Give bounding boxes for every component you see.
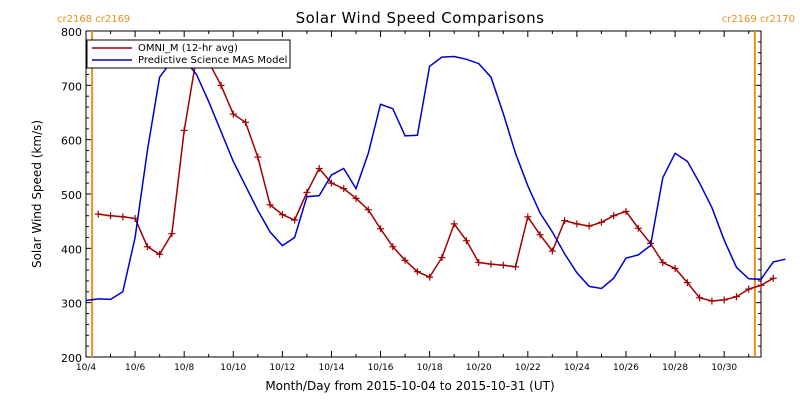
data-point [585, 222, 593, 230]
x-tick-label: 10/20 [466, 363, 492, 373]
data-point [462, 237, 470, 245]
x-tick-label: 10/4 [76, 363, 96, 373]
legend: OMNI_M (12-hr avg) Predictive Science MA… [86, 39, 291, 69]
data-point [720, 296, 728, 304]
data-point [671, 264, 679, 272]
data-point [107, 212, 115, 220]
y-tick-label: 300 [61, 298, 82, 311]
data-point [377, 225, 385, 233]
x-tick-label: 10/30 [711, 363, 737, 373]
y-axis: 200 300 400 500 600 700 800 [61, 26, 761, 365]
data-point [438, 254, 446, 262]
x-tick-label: 10/6 [125, 363, 145, 373]
data-point [168, 230, 176, 238]
x-tick-label: 10/16 [368, 363, 394, 373]
data-point [413, 268, 421, 276]
legend-label-omni: OMNI_M (12-hr avg) [138, 43, 238, 54]
data-point [303, 188, 311, 196]
data-point [278, 211, 286, 219]
legend-box [86, 39, 291, 69]
data-point [389, 243, 397, 251]
data-point [352, 194, 360, 202]
carrington-marker-label: cr2168 cr2169 [57, 14, 130, 25]
chart-title: Solar Wind Speed Comparisons [296, 9, 545, 27]
data-point [229, 110, 237, 118]
data-point [757, 281, 765, 289]
data-point [426, 273, 434, 281]
x-tick-label: 10/8 [174, 363, 194, 373]
x-tick-label: 10/14 [318, 363, 344, 373]
x-tick-label: 10/24 [564, 363, 590, 373]
series-line-omni [98, 56, 774, 302]
data-point [696, 294, 704, 302]
data-point [622, 207, 630, 215]
data-point [315, 164, 323, 172]
data-point [683, 279, 691, 287]
carrington-marker-label: cr2169 cr2170 [722, 14, 795, 25]
y-tick-label: 800 [61, 26, 82, 39]
x-tick-label: 10/12 [269, 363, 295, 373]
data-point [548, 247, 556, 255]
data-point [499, 261, 507, 269]
data-point [708, 297, 716, 305]
data-point [119, 213, 127, 221]
data-point [610, 212, 618, 220]
data-point [291, 216, 299, 224]
data-point [745, 285, 753, 293]
x-tick-label: 10/22 [515, 363, 541, 373]
data-point [561, 217, 569, 225]
data-point [573, 220, 581, 228]
data-point [242, 118, 250, 126]
data-point [340, 185, 348, 193]
x-tick-label: 10/18 [417, 363, 443, 373]
series-line-mas [85, 55, 786, 302]
data-point [536, 231, 544, 239]
x-tick-label: 10/10 [220, 363, 246, 373]
data-point [769, 274, 777, 282]
data-point [512, 263, 520, 271]
data-point [266, 201, 274, 209]
data-point [659, 258, 667, 266]
carrington-markers: cr2168 cr2169 cr2169 cr2170 [57, 14, 795, 357]
data-point [143, 243, 151, 251]
y-tick-label: 200 [61, 352, 82, 365]
data-point [180, 126, 188, 134]
y-tick-label: 500 [61, 189, 82, 202]
data-point [364, 206, 372, 214]
x-axis-label: Month/Day from 2015-10-04 to 2015-10-31 … [265, 379, 554, 393]
data-point [732, 293, 740, 301]
data-point [524, 213, 532, 221]
x-tick-label: 10/28 [662, 363, 688, 373]
data-point [94, 210, 102, 218]
data-point [254, 153, 262, 161]
data-point [475, 258, 483, 266]
data-point [450, 220, 458, 228]
x-tick-label: 10/26 [613, 363, 639, 373]
data-point [217, 81, 225, 89]
y-tick-label: 700 [61, 80, 82, 93]
data-point [327, 179, 335, 187]
data-point [156, 250, 164, 258]
series-layer [85, 53, 786, 305]
data-point [597, 218, 605, 226]
x-axis: 10/4 10/6 10/8 10/10 10/12 10/14 10/16 10/18 10/… [76, 31, 750, 373]
y-tick-label: 600 [61, 135, 82, 148]
y-tick-label: 400 [61, 243, 82, 256]
legend-label-mas: Predictive Science MAS Model [138, 55, 287, 66]
data-point [487, 260, 495, 268]
y-axis-label: Solar Wind Speed (km/s) [30, 120, 44, 268]
data-point [401, 256, 409, 264]
data-point [634, 224, 642, 232]
